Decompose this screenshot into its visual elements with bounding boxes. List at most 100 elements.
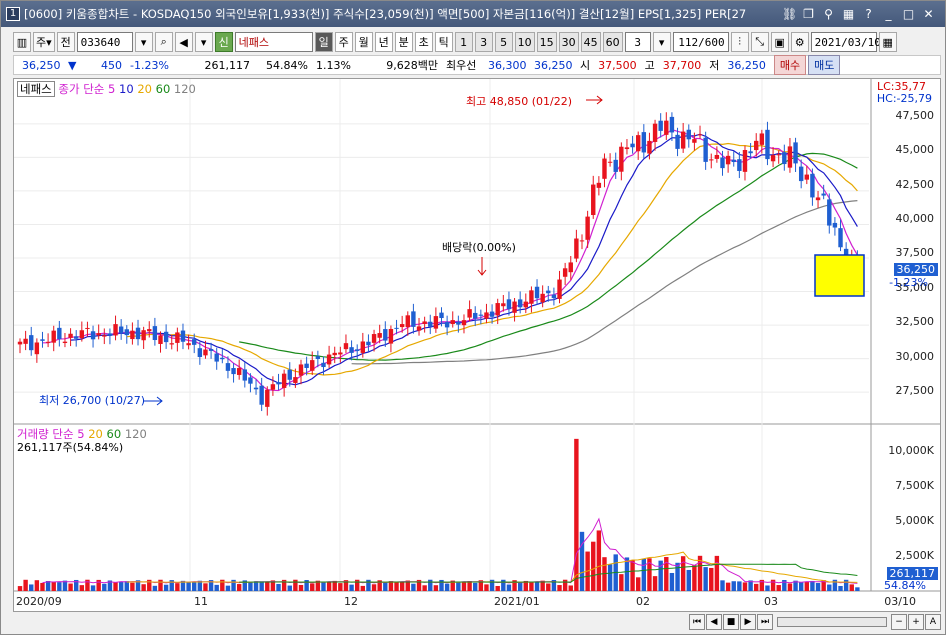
volume-bar: [810, 580, 815, 591]
chart-canvas[interactable]: [14, 79, 940, 611]
volume-bar: [675, 562, 680, 591]
interval-5[interactable]: 5: [494, 32, 513, 52]
scrollbar[interactable]: [777, 617, 887, 627]
high-value: 37,700: [662, 58, 702, 72]
volume-ratio: 54.84%: [266, 58, 308, 72]
candle-body: [304, 363, 309, 368]
candle-body: [664, 120, 669, 135]
interval-3[interactable]: 3: [474, 32, 493, 52]
volume-bar: [411, 583, 416, 591]
volume-bar: [478, 580, 484, 591]
calendar-icon[interactable]: ▦: [878, 32, 897, 52]
draw-tool-icon[interactable]: ⤡: [750, 32, 769, 52]
candle-icon[interactable]: ⫶: [730, 32, 749, 52]
interval-45[interactable]: 45: [580, 32, 601, 52]
volume-bar: [512, 580, 517, 591]
new-stock-badge[interactable]: 신: [214, 32, 233, 52]
zoom-in-icon[interactable]: +: [908, 614, 924, 630]
pin-icon[interactable]: ⚲: [824, 6, 833, 21]
volume-bar: [225, 585, 231, 591]
interval-15[interactable]: 15: [536, 32, 557, 52]
volume-bar: [534, 582, 540, 591]
date-field[interactable]: 2021/03/10: [810, 32, 881, 52]
period-week[interactable]: 주: [334, 32, 353, 52]
candle-body: [529, 290, 534, 304]
period-second[interactable]: 초: [414, 32, 433, 52]
candle-body: [388, 328, 394, 344]
candle-body: [675, 134, 680, 149]
low-annotation: 최저 26,700 (10/27): [39, 394, 146, 407]
candle-body: [821, 193, 826, 196]
settings-icon[interactable]: ⚙: [790, 32, 809, 52]
y-tick: 47,500: [895, 109, 935, 122]
vol-y-tick: 7,500K: [895, 479, 934, 492]
zoom-out-icon[interactable]: −: [891, 614, 907, 630]
candle-body: [57, 327, 62, 340]
minimize-icon[interactable]: _: [885, 6, 892, 21]
market-select[interactable]: 전: [56, 32, 75, 52]
last-icon[interactable]: ⏭: [757, 614, 773, 630]
prev-icon[interactable]: ◀: [706, 614, 722, 630]
volume-bar: [804, 581, 809, 591]
buy-button[interactable]: 매수: [773, 55, 807, 75]
interval-30[interactable]: 30: [558, 32, 579, 52]
stop-icon[interactable]: ■: [723, 614, 739, 630]
type-select[interactable]: 주 ▾: [33, 32, 55, 52]
vol-legend-name: 거래량: [17, 427, 49, 441]
candle-body: [748, 151, 753, 154]
help-icon[interactable]: ?: [865, 6, 872, 21]
chart-area[interactable]: 네패스 종가 단순 5 10 20 60 120 LC:35,77 HC:-25…: [13, 78, 941, 612]
speaker-dropdown-icon[interactable]: ▾: [194, 32, 213, 52]
candle-body: [163, 331, 169, 343]
candle-body: [40, 339, 45, 341]
volume-bar: [321, 582, 326, 591]
period-year[interactable]: 년: [374, 32, 393, 52]
candle-body: [96, 333, 101, 336]
font-icon[interactable]: A: [925, 614, 941, 630]
volume-bar: [838, 585, 843, 591]
current-price: 36,250 ▼: [14, 59, 86, 72]
maximize-icon[interactable]: □: [902, 6, 915, 21]
candle-body: [636, 135, 641, 152]
candle-body: [467, 309, 472, 318]
interval-1[interactable]: 1: [454, 32, 473, 52]
period-month[interactable]: 월: [354, 32, 373, 52]
candle-body: [422, 321, 427, 325]
code-dropdown-icon[interactable]: ▾: [134, 32, 153, 52]
interval-dropdown-icon[interactable]: ▾: [652, 32, 671, 52]
period-day[interactable]: 일: [314, 32, 333, 52]
period-tick[interactable]: 틱: [434, 32, 453, 52]
volume-bar: [754, 583, 759, 591]
volume-bar: [45, 581, 51, 591]
link-icon[interactable]: ⛓: [782, 6, 798, 21]
volume-bar: [124, 581, 129, 591]
sell-button[interactable]: 매도: [808, 55, 841, 75]
code-input[interactable]: 033640: [76, 32, 133, 52]
interval-60[interactable]: 60: [602, 32, 623, 52]
volume-bar: [236, 584, 242, 591]
close-icon[interactable]: ✕: [923, 6, 934, 21]
count-field[interactable]: 112/600: [672, 32, 729, 52]
next-icon[interactable]: ▶: [740, 614, 756, 630]
price-change: 450: [101, 58, 122, 72]
grid-icon[interactable]: ▦: [842, 6, 855, 21]
chart-type-icon[interactable]: ▥: [13, 32, 31, 52]
volume-bar: [338, 583, 343, 591]
volume-bar: [607, 564, 613, 591]
save-icon[interactable]: ▣: [770, 32, 789, 52]
volume-bar: [770, 579, 776, 591]
volume-bar: [383, 582, 388, 591]
title-bar: 1 [0600] 키움종합차트 - KOSDAQ150 외국인보유[1,933(…: [1, 1, 945, 27]
search-icon[interactable]: ⌕: [154, 32, 173, 52]
candle-body: [113, 324, 118, 336]
stock-name-field[interactable]: 네패스: [234, 32, 313, 52]
speaker-icon[interactable]: ◀: [174, 32, 193, 52]
first-icon[interactable]: ⏮: [689, 614, 705, 630]
interval-input[interactable]: 3: [624, 32, 651, 52]
restore-icon[interactable]: ❐: [803, 6, 814, 21]
volume-bar: [551, 579, 557, 591]
interval-10[interactable]: 10: [514, 32, 535, 52]
volume-bar: [720, 580, 725, 591]
volume-bar: [636, 577, 641, 591]
period-minute[interactable]: 분: [394, 32, 413, 52]
